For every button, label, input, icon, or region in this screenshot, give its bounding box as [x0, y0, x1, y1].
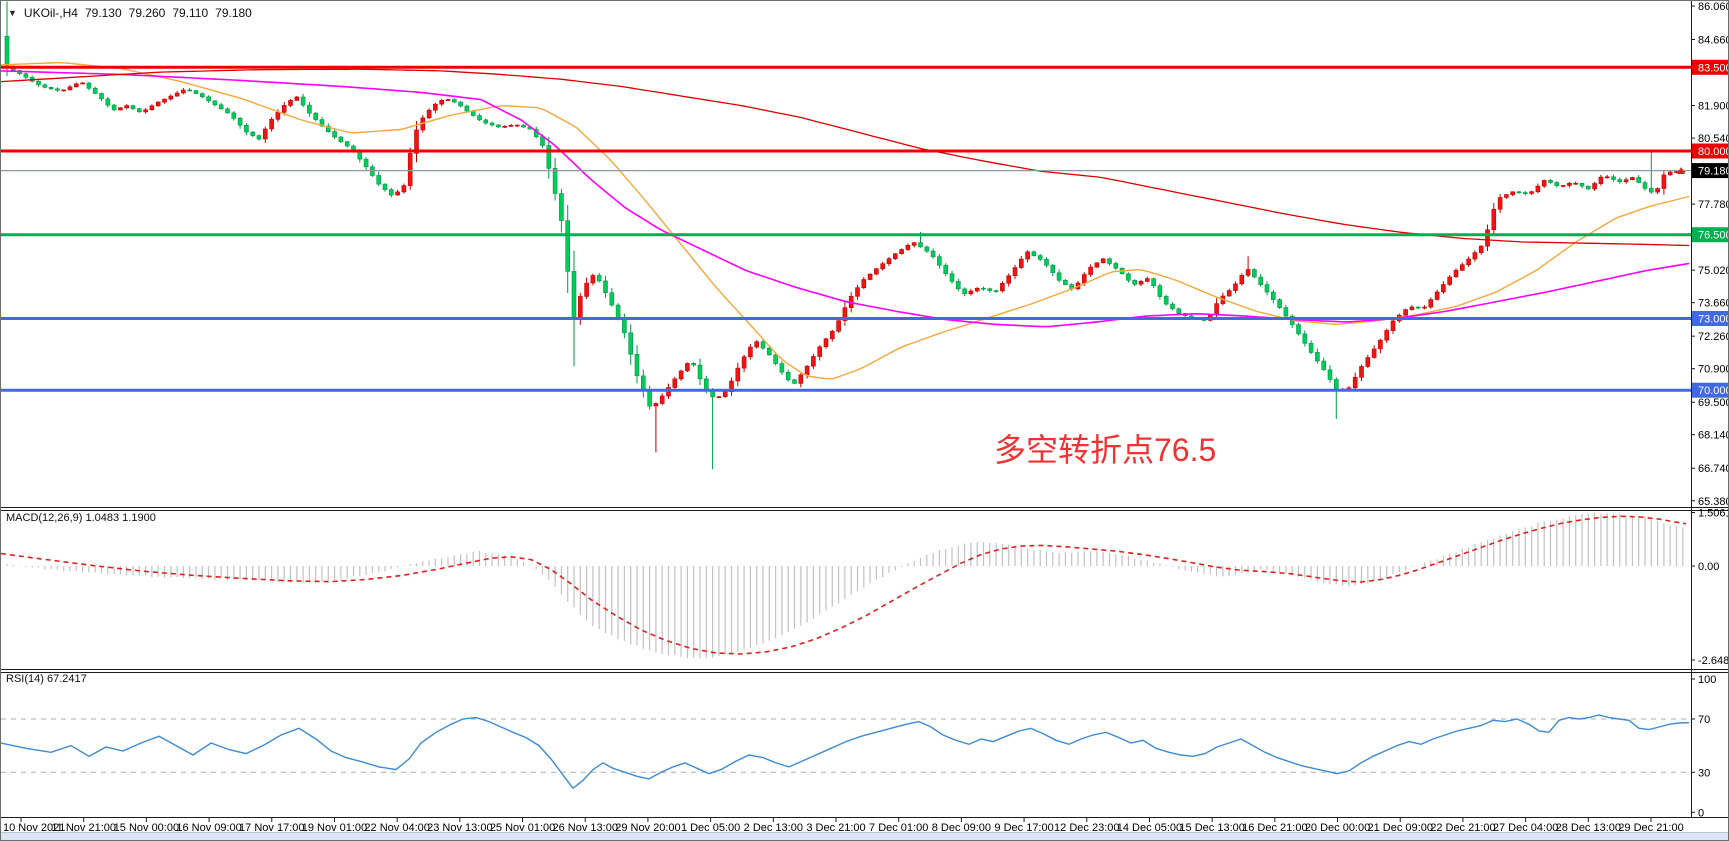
macd-indicator-label: MACD(12,26,9) 1.0483 1.1900	[6, 512, 156, 524]
time-axis-label: 22 Dec 21:00	[1430, 822, 1495, 834]
symbol-dropdown-icon[interactable]: ▼	[8, 8, 17, 18]
price-axis-label: 65.380	[1698, 496, 1729, 508]
time-axis-label: 15 Nov 00:00	[114, 822, 179, 834]
time-axis-label: 19 Nov 01:00	[302, 822, 367, 834]
rsi-axis-label: 70	[1698, 714, 1710, 726]
time-axis-label: 15 Dec 13:00	[1179, 822, 1244, 834]
current-price-label-box	[1692, 163, 1728, 179]
time-axis-label: 12 Dec 23:00	[1054, 822, 1119, 834]
price-axis-label: 66.740	[1698, 463, 1729, 475]
symbol-timeframe: UKOil-,H4	[23, 6, 78, 20]
macd-axis-label: -2.6487	[1698, 655, 1729, 667]
level-price-label-76.500: 76.500	[1698, 230, 1729, 242]
current-price-label: 79.180	[1698, 166, 1729, 178]
price-axis-label: 81.900	[1698, 101, 1729, 113]
quote-open: 79.130	[84, 6, 122, 20]
quote-low: 79.110	[172, 6, 209, 20]
level-price-label-76.500-box	[1692, 227, 1728, 243]
time-axis-label: 26 Nov 13:00	[553, 822, 618, 834]
price-axis-label: 73.660	[1698, 298, 1729, 310]
level-price-label-80.000: 80.000	[1698, 146, 1729, 158]
rsi-axis-label: 100	[1698, 674, 1716, 686]
window-bottom-strip	[1, 832, 1728, 840]
time-axis-label: 17 Nov 17:00	[239, 822, 304, 834]
level-price-label-80.000-box	[1692, 143, 1728, 159]
time-axis-label: 29 Nov 20:00	[615, 822, 680, 834]
time-axis-label: 1 Dec 05:00	[681, 822, 740, 834]
quote-close: 79.180	[215, 6, 252, 20]
ma-line-red	[1, 68, 1690, 247]
time-axis-label: 16 Dec 21:00	[1242, 822, 1307, 834]
rsi-axis-label: 30	[1698, 767, 1710, 779]
price-axis-label: 75.020	[1698, 265, 1729, 277]
macd-axis-label: 1.5061	[1698, 508, 1729, 520]
level-price-label-83.500: 83.500	[1698, 62, 1729, 74]
level-price-label-70.000-box	[1692, 382, 1728, 398]
time-axis-label: 11 Nov 21:00	[51, 822, 116, 834]
price-axis-label: 70.900	[1698, 364, 1729, 376]
quote-bar: ▼ UKOil-,H4 79.130 79.260 79.110 79.180	[8, 6, 252, 20]
price-axis[interactable]: 86.060 84.660 81.900 80.540 77.780 75.020 73.6…	[1691, 1, 1729, 819]
time-axis-label: 25 Nov 01:00	[490, 822, 555, 834]
time-axis-label: 21 Dec 09:00	[1368, 822, 1433, 834]
rsi-line	[1, 714, 1690, 790]
price-axis-label: 72.260	[1698, 331, 1729, 343]
level-price-label-73.000: 73.000	[1698, 314, 1729, 326]
price-axis-label: 86.060	[1698, 1, 1729, 13]
price-arrow-icon	[1677, 167, 1685, 174]
time-axis-label: 9 Dec 17:00	[994, 822, 1053, 834]
price-axis-label: 80.540	[1698, 133, 1729, 145]
rsi-indicator-label: RSI(14) 67.2417	[6, 673, 87, 685]
price-axis-label: 77.780	[1698, 199, 1729, 211]
quote-high: 79.260	[128, 6, 166, 20]
rsi-axis-label: 0	[1698, 807, 1704, 819]
time-axis-label: 22 Nov 04:00	[364, 822, 429, 834]
level-price-label-83.500-box	[1692, 59, 1728, 75]
time-axis-label: 2 Dec 13:00	[744, 822, 803, 834]
time-axis-label: 7 Dec 01:00	[869, 822, 928, 834]
price-axis-label: 68.140	[1698, 430, 1729, 442]
time-axis-label: 27 Dec 04:00	[1493, 822, 1558, 834]
level-price-label-70.000: 70.000	[1698, 385, 1729, 397]
macd-signal-line	[1, 515, 1687, 655]
macd-axis-label: 0.00	[1698, 561, 1719, 573]
time-axis-label: 23 Nov 13:00	[427, 822, 492, 834]
ma-line-magenta	[1, 70, 1690, 328]
time-axis-label: 29 Dec 21:00	[1618, 822, 1683, 834]
ma-line-orange	[1, 61, 1690, 380]
time-axis-label: 20 Dec 00:00	[1305, 822, 1370, 834]
chart-annotation-text[interactable]: 多空转折点76.5	[994, 432, 1217, 468]
time-axis-label: 16 Nov 09:00	[176, 822, 241, 834]
time-axis-label: 14 Dec 05:00	[1117, 822, 1182, 834]
price-axis-label: 69.500	[1698, 397, 1729, 409]
time-axis-label: 28 Dec 13:00	[1556, 822, 1621, 834]
time-axis-label: 10 Nov 2021	[3, 822, 65, 834]
price-axis-label: 84.660	[1698, 35, 1729, 47]
time-axis-label: 3 Dec 21:00	[806, 822, 865, 834]
time-axis-label: 8 Dec 09:00	[932, 822, 991, 834]
level-price-label-73.000-box	[1692, 311, 1728, 326]
macd-panel[interactable]	[6, 512, 1684, 659]
